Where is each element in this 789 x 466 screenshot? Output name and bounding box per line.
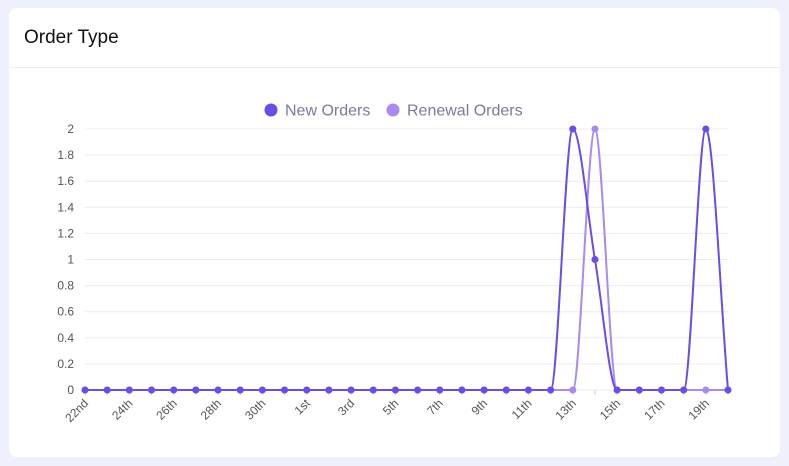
x-tick-label: 22nd — [62, 396, 91, 425]
y-tick-label: 1.4 — [57, 200, 74, 214]
data-point-new-orders[interactable] — [635, 386, 643, 394]
data-point-new-orders[interactable] — [724, 386, 732, 394]
data-point-new-orders[interactable] — [702, 125, 710, 133]
data-point-new-orders[interactable] — [547, 386, 555, 394]
y-tick-label: 0 — [67, 383, 74, 397]
data-point-new-orders[interactable] — [125, 386, 133, 394]
order-type-chart: New Orders Renewal Orders 0 0.2 0.4 0.6 0.8 1 1.… — [9, 68, 780, 457]
data-point-renewal-orders[interactable] — [591, 125, 599, 133]
x-tick-label: 9th — [469, 396, 491, 418]
order-type-card: Order Type New Orders Renewal Orders 0 0.2 0… — [9, 8, 780, 457]
data-point-renewal-orders[interactable] — [569, 386, 577, 394]
data-point-new-orders[interactable] — [281, 386, 289, 394]
data-point-new-orders[interactable] — [436, 386, 444, 394]
data-point-new-orders[interactable] — [502, 386, 510, 394]
x-tick-label: 5th — [380, 396, 402, 418]
data-point-new-orders[interactable] — [81, 386, 89, 394]
data-point-new-orders[interactable] — [569, 125, 577, 133]
data-point-new-orders[interactable] — [258, 386, 266, 394]
y-tick-label: 1.8 — [57, 148, 74, 162]
data-point-new-orders[interactable] — [391, 386, 399, 394]
card-title: Order Type — [24, 26, 119, 48]
x-tick-label: 17th — [641, 396, 667, 422]
y-tick-label: 1.6 — [57, 174, 74, 188]
x-tick-label: 24th — [109, 396, 135, 422]
x-tick-label: 15th — [597, 396, 623, 422]
y-tick-label: 0.4 — [57, 331, 74, 345]
legend-marker-2[interactable] — [386, 103, 400, 117]
data-point-renewal-orders[interactable] — [702, 386, 710, 394]
data-point-new-orders[interactable] — [680, 386, 688, 394]
x-tick-label: 1st — [292, 396, 314, 418]
y-tick-label: 0.6 — [57, 305, 74, 319]
x-tick-label: 7th — [424, 396, 446, 418]
data-point-new-orders[interactable] — [170, 386, 178, 394]
legend-marker-1[interactable] — [264, 103, 278, 117]
data-point-new-orders[interactable] — [347, 386, 355, 394]
x-tick-label: 26th — [153, 396, 179, 422]
legend-label-2[interactable]: Renewal Orders — [407, 103, 523, 120]
data-point-new-orders[interactable] — [214, 386, 222, 394]
x-tick-label: 19th — [686, 396, 712, 422]
data-point-new-orders[interactable] — [369, 386, 377, 394]
x-tick-label: 28th — [198, 396, 224, 422]
series-line-new-orders — [85, 127, 729, 391]
data-point-new-orders[interactable] — [591, 256, 599, 263]
y-tick-label: 0.2 — [57, 357, 74, 371]
y-tick-label: 1 — [67, 253, 74, 267]
x-tick-label: 11th — [509, 396, 535, 422]
y-tick-label: 0.8 — [57, 279, 74, 293]
data-point-new-orders[interactable] — [480, 386, 488, 394]
y-tick-label: 2 — [67, 122, 74, 136]
x-tick-label: 13th — [552, 396, 578, 422]
data-point-new-orders[interactable] — [103, 386, 111, 394]
data-point-new-orders[interactable] — [458, 386, 466, 394]
data-point-new-orders[interactable] — [613, 386, 621, 394]
data-point-new-orders[interactable] — [192, 386, 200, 394]
x-tick-label: 30th — [242, 396, 268, 422]
data-point-new-orders[interactable] — [148, 386, 156, 394]
data-point-new-orders[interactable] — [524, 386, 532, 394]
data-point-new-orders[interactable] — [236, 386, 244, 394]
legend-label-1[interactable]: New Orders — [285, 103, 370, 120]
line-chart-svg: New Orders Renewal Orders 0 0.2 0.4 0.6 0.8 1 1.… — [57, 103, 732, 425]
x-tick-label: 3rd — [335, 396, 357, 418]
y-tick-label: 1.2 — [57, 226, 74, 240]
data-point-new-orders[interactable] — [414, 386, 422, 394]
data-point-new-orders[interactable] — [657, 386, 665, 394]
data-point-new-orders[interactable] — [325, 386, 333, 394]
card-header: Order Type — [9, 8, 780, 68]
data-point-new-orders[interactable] — [303, 386, 311, 394]
